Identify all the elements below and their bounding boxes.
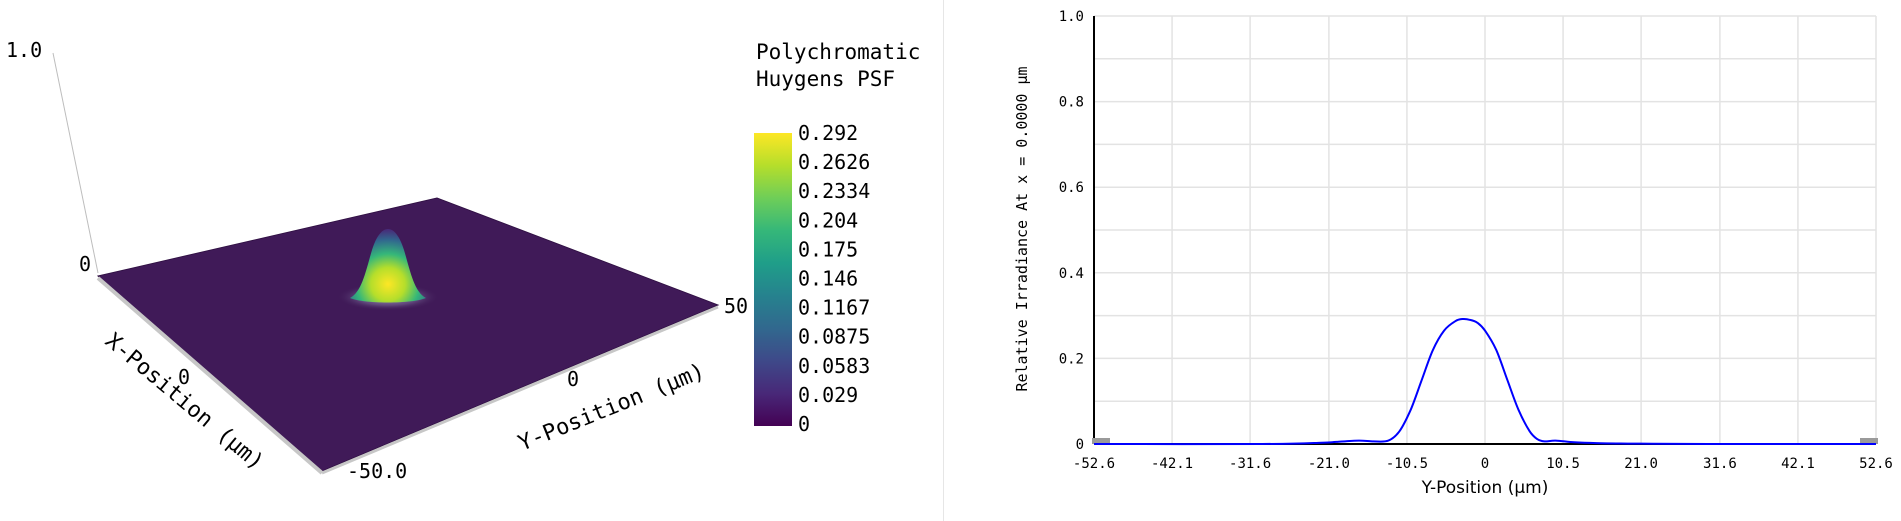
- y-tick-label: 1.0: [1059, 9, 1084, 25]
- y-tick-label: 0.2: [1059, 351, 1084, 367]
- colorbar-tick-label: 0.029: [798, 383, 858, 407]
- colorbar-tick-label: 0.146: [798, 267, 858, 291]
- x-tick-label: 0: [1481, 456, 1489, 472]
- y-tick-labels: 0 0.2 0.4 0.6 0.8 1.0: [1059, 9, 1084, 453]
- x-tick-label: -10.5: [1386, 456, 1428, 472]
- plot-series: [1093, 317, 1877, 446]
- x-tick-label: -42.1: [1151, 456, 1193, 472]
- x-axis-edge: [96, 276, 324, 475]
- x-tick-labels: -52.6 -42.1 -31.6 -21.0 -10.5 0 10.5 21.0 31.6 42…: [1073, 456, 1893, 472]
- colorbar-tick-label: 0.2626: [798, 150, 870, 174]
- y-axis-edge: [321, 305, 719, 475]
- z-tick-label-top: 1.0: [6, 38, 42, 62]
- z-tick-label-bottom: 0: [79, 252, 91, 276]
- x-tick-label: -31.6: [1229, 456, 1271, 472]
- colorbar-ticks: 0.292 0.2626 0.2334 0.204 0.175 0.146 0.1167 0.…: [798, 121, 870, 436]
- colorbar-tick-label: 0: [798, 412, 810, 436]
- irradiance-line-plot: -52.6 -42.1 -31.6 -21.0 -10.5 0 10.5 21.0 31.6 42…: [1013, 9, 1893, 498]
- colorbar-tick-label: 0.204: [798, 208, 858, 232]
- panel-divider: [943, 0, 944, 521]
- z-axis-line: [52, 52, 99, 274]
- colorbar-tick-label: 0.292: [798, 121, 858, 145]
- y-tick-label: 0.6: [1059, 180, 1084, 196]
- chart-title-line-2: Huygens PSF: [756, 67, 895, 91]
- x-tick-label-neg50: -50.0: [347, 459, 407, 483]
- colorbar-tick-label: 0.0583: [798, 354, 870, 378]
- y-tick-label-0: 0: [567, 367, 579, 391]
- x-tick-label: 52.6: [1859, 456, 1893, 472]
- colorbar-tick-label: 0.2334: [798, 179, 870, 203]
- colorbar-tick-label: 0.0875: [798, 325, 870, 349]
- x-tick-label: 31.6: [1703, 456, 1737, 472]
- x-tick-label: 21.0: [1624, 456, 1658, 472]
- x-tick-label: 10.5: [1546, 456, 1580, 472]
- x-axis-start-marker: [1092, 438, 1110, 444]
- x-tick-label: -21.0: [1308, 456, 1350, 472]
- colorbar: [754, 133, 792, 426]
- plot-grid: [1093, 15, 1877, 444]
- irradiance-series-line: [1093, 317, 1877, 446]
- x-axis-label: Y-Position (µm): [1421, 478, 1549, 498]
- colorbar-tick-label: 0.175: [798, 237, 858, 261]
- psf-surface-plot: 1.0 0 X-Position (µm) 0 -50.0 Y-Position…: [6, 38, 920, 483]
- colorbar-tick-label: 0.1167: [798, 296, 870, 320]
- chart-title-line-1: Polychromatic: [756, 40, 920, 64]
- y-tick-label-50: 50: [724, 294, 748, 318]
- y-tick-label: 0: [1076, 437, 1084, 453]
- x-tick-label-0: 0: [178, 365, 190, 389]
- x-axis-end-marker: [1860, 438, 1878, 444]
- surface-base-shade: [98, 198, 718, 471]
- x-tick-label: 42.1: [1781, 456, 1815, 472]
- y-tick-label: 0.4: [1059, 266, 1084, 282]
- y-tick-label: 0.8: [1059, 95, 1084, 111]
- y-axis-label: Relative Irradiance At x = 0.0000 µm: [1013, 66, 1031, 391]
- psf-peak: [350, 229, 426, 303]
- x-tick-label: -52.6: [1073, 456, 1115, 472]
